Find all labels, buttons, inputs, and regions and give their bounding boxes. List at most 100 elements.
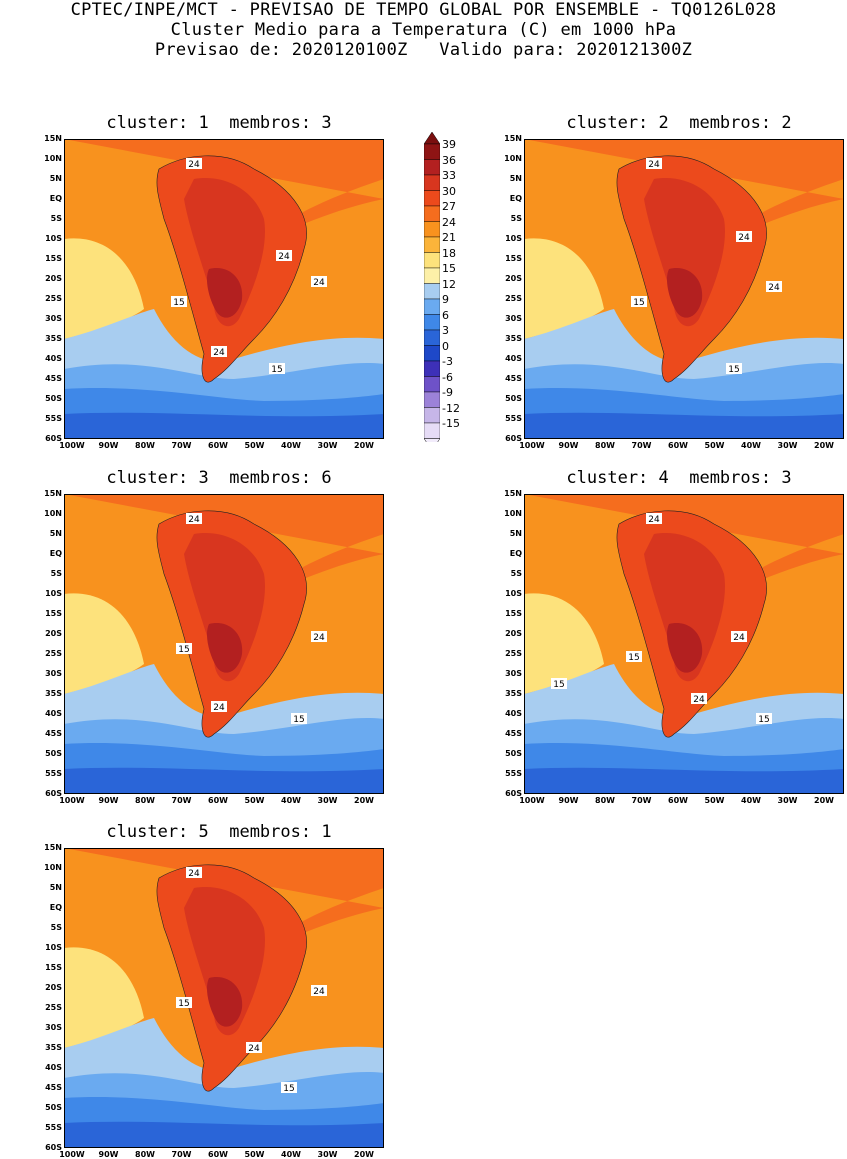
- longitude-tick-label: 80W: [135, 796, 155, 805]
- temperature-band: [524, 593, 604, 694]
- latitude-tick-label: 60S: [505, 789, 522, 798]
- temperature-map: 24 24 24 24 15 15: [64, 139, 384, 439]
- latitude-tick-label: 55S: [45, 1123, 62, 1132]
- contour-label: 15: [176, 997, 192, 1009]
- temperature-band: [64, 494, 384, 594]
- latitude-tick-label: 20S: [505, 274, 522, 283]
- temperature-band: [64, 1121, 384, 1148]
- latitude-tick-label: 60S: [45, 1143, 62, 1152]
- latitude-tick-label: 10S: [505, 589, 522, 598]
- latitude-tick-label: 55S: [505, 414, 522, 423]
- latitude-tick-label: 10S: [45, 943, 62, 952]
- map-frame: [64, 494, 384, 794]
- latitude-tick-label: 50S: [45, 749, 62, 758]
- contour-label: 15: [171, 296, 187, 308]
- colorbar-swatch: [424, 391, 440, 408]
- continent-hot-core: [184, 178, 265, 327]
- latitude-tick-label: 15N: [44, 843, 62, 852]
- temperature-band: [64, 139, 384, 239]
- temperature-map: 24 24 15 24 15: [64, 848, 384, 1148]
- longitude-tick-label: 90W: [558, 796, 579, 805]
- colorbar-swatch: [424, 329, 440, 346]
- colorbar-level-label: 21: [442, 231, 456, 244]
- svg-text:24: 24: [648, 160, 660, 170]
- latitude-tick-label: 15N: [504, 134, 522, 143]
- colorbar-level-label: 12: [442, 277, 456, 291]
- longitude-tick-label: 70W: [171, 796, 192, 805]
- colorbar-level-label: 36: [442, 153, 456, 167]
- colorbar-swatch: [424, 159, 440, 176]
- latitude-tick-label: 35S: [505, 334, 522, 343]
- colorbar-swatch: [424, 314, 440, 331]
- latitude-tick-label: 35S: [45, 334, 62, 343]
- colorbar-level-label: 27: [442, 200, 456, 213]
- latitude-tick-label: EQ: [49, 903, 62, 912]
- latitude-tick-label: EQ: [509, 194, 522, 203]
- longitude-tick-label: 80W: [595, 441, 615, 450]
- temperature-map: 24 24 15 15 24 15: [524, 494, 844, 794]
- latitude-tick-label: 40S: [45, 354, 62, 363]
- longitude-tick-label: 30W: [317, 796, 338, 805]
- contour-label: 15: [281, 1082, 297, 1094]
- latitude-tick-label: 35S: [45, 689, 62, 698]
- contour-label: 24: [311, 276, 327, 288]
- colorbar-level-label: -6: [442, 370, 453, 384]
- latitude-tick-label: 60S: [505, 434, 522, 443]
- colorbar-level-label: 6: [442, 308, 449, 322]
- latitude-tick-label: 40S: [45, 1063, 62, 1072]
- svg-text:24: 24: [278, 252, 290, 262]
- latitude-tick-label: 35S: [505, 689, 522, 698]
- contour-label: 15: [291, 713, 307, 725]
- temperature-band: [64, 412, 384, 439]
- colorbar-swatch: [424, 360, 440, 377]
- longitude-tick-label: 20W: [814, 796, 834, 805]
- svg-text:15: 15: [728, 365, 739, 375]
- contour-label: 24: [276, 250, 292, 262]
- longitude-tick-label: 80W: [135, 441, 155, 450]
- svg-text:24: 24: [248, 1044, 260, 1054]
- continent-hottest-area: [666, 268, 703, 318]
- latitude-tick-label: 45S: [45, 374, 62, 383]
- colorbar-swatch: [424, 267, 440, 284]
- svg-text:15: 15: [758, 715, 769, 725]
- latitude-tick-label: 35S: [45, 1043, 62, 1052]
- longitude-tick-label: 90W: [558, 441, 579, 450]
- latitude-tick-label: 5N: [49, 883, 62, 892]
- longitude-tick-label: 50W: [704, 441, 725, 450]
- latitude-tick-label: 30S: [505, 314, 522, 323]
- continent-hot-core: [644, 533, 725, 682]
- latitude-tick-label: 60S: [45, 434, 62, 443]
- colorbar-level-label: 3: [442, 324, 449, 337]
- continent-hottest-area: [666, 623, 703, 673]
- longitude-tick-label: 90W: [98, 441, 119, 450]
- longitude-tick-label: 30W: [777, 796, 798, 805]
- header-line-2: Cluster Medio para a Temperatura (C) em …: [170, 20, 677, 40]
- latitude-tick-label: 45S: [45, 729, 62, 738]
- latitude-tick-label: EQ: [49, 194, 62, 203]
- temperature-band: [64, 947, 144, 1048]
- temperature-band: [524, 767, 844, 794]
- latitude-tick-label: 15S: [505, 254, 522, 263]
- latitude-tick-label: 55S: [505, 769, 522, 778]
- latitude-tick-label: 10N: [504, 154, 522, 163]
- longitude-tick-label: 60W: [668, 441, 688, 450]
- panel-title: cluster: 1 membros: 3: [106, 113, 332, 133]
- latitude-tick-label: 15S: [505, 609, 522, 618]
- colorbar-top-arrow: [424, 132, 440, 145]
- longitude-tick-label: 80W: [135, 1150, 155, 1159]
- latitude-tick-label: 20S: [505, 629, 522, 638]
- longitude-tick-label: 70W: [171, 441, 192, 450]
- svg-text:15: 15: [173, 298, 184, 308]
- temperature-colorbar: 39 36 33 30 27 24 21 18 15 12 9 6 3 0 -3 -6 -9 -12 -15: [424, 132, 474, 442]
- longitude-tick-label: 40W: [741, 796, 761, 805]
- svg-text:24: 24: [648, 515, 660, 525]
- colorbar-level-label: 18: [442, 246, 456, 260]
- longitude-tick-label: 70W: [631, 441, 652, 450]
- svg-text:24: 24: [313, 987, 325, 997]
- colorbar-swatch: [424, 283, 440, 300]
- contour-label: 24: [186, 513, 202, 525]
- latitude-tick-label: 5S: [50, 214, 62, 223]
- latitude-tick-label: 5N: [49, 529, 62, 538]
- latitude-tick-label: 5N: [509, 529, 522, 538]
- latitude-tick-label: 10N: [504, 509, 522, 518]
